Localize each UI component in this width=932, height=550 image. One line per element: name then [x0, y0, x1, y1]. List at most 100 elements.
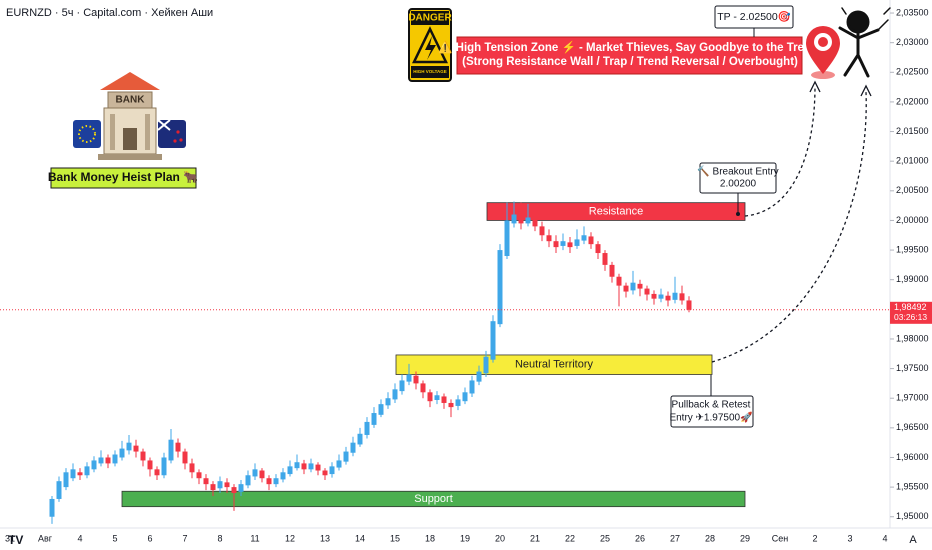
candle-body: [147, 460, 153, 470]
candle-body: [49, 498, 55, 517]
candle-body: [336, 460, 342, 468]
candle-body: [70, 469, 76, 479]
bank-roof: [100, 72, 160, 90]
candle-body: [203, 478, 209, 485]
x-tick-label: 22: [565, 533, 575, 543]
plan-label: Bank Money Heist Plan 🐂: [48, 170, 198, 184]
candle-body: [217, 481, 223, 489]
eu-stars: [78, 125, 96, 143]
candle-body: [343, 451, 349, 462]
bank-illustration: BANK: [73, 72, 186, 160]
x-tick-label: 31: [5, 533, 15, 543]
axes: 2,03500 2,03000 2,02500 2,02000 2,01500 2,010…: [0, 7, 932, 543]
y-tick-label: 1,96500: [896, 422, 929, 432]
candle-body: [511, 214, 517, 224]
candle-body: [448, 402, 454, 408]
candle-body: [427, 392, 433, 402]
tp-label: TP - 2.02500🎯: [717, 10, 791, 23]
x-tick-label: 18: [425, 533, 435, 543]
x-tick-label: Авг: [38, 533, 53, 543]
auto-scale-button[interactable]: A: [909, 534, 917, 546]
x-tick-label: 3: [847, 533, 852, 543]
candle-body: [252, 469, 258, 477]
breakout-line: 2.00200: [720, 179, 757, 190]
x-tick-label: 12: [285, 533, 295, 543]
candle-body: [238, 484, 244, 492]
candle-body: [280, 472, 286, 480]
y-tick-label: 1,97500: [896, 363, 929, 373]
candle-body: [504, 220, 510, 256]
x-tick-label: 13: [320, 533, 330, 543]
candle-body: [63, 472, 69, 488]
arrow-to-target: [711, 91, 867, 363]
x-tick-label: 27: [670, 533, 680, 543]
candle-body: [378, 404, 384, 415]
breakout-dot: [736, 212, 740, 216]
x-tick-label: 21: [530, 533, 540, 543]
arrowhead: [809, 80, 821, 93]
x-tick-label: 19: [460, 533, 470, 543]
candle-body: [616, 276, 622, 286]
candle-body: [483, 356, 489, 374]
candle-body: [175, 442, 181, 452]
candle-body: [259, 470, 265, 479]
zones: Resistance Neutral Territory Support: [121, 202, 746, 508]
candle-body: [210, 484, 216, 491]
y-tick-label: 1,99500: [896, 244, 929, 254]
danger-sign: DANGER HIGH VOLTAGE: [408, 8, 452, 82]
candle-body: [301, 463, 307, 470]
zone: [486, 202, 746, 221]
candle-body: [385, 398, 391, 406]
y-tick-label: 1,98000: [896, 333, 929, 343]
candle-body: [665, 295, 671, 301]
candle-body: [441, 396, 447, 403]
column: [145, 114, 150, 150]
candle-body: [350, 442, 356, 453]
candle-body: [588, 236, 594, 245]
candle-body: [609, 264, 615, 277]
x-tick-label: 29: [740, 533, 750, 543]
bank-door: [123, 128, 137, 150]
candle-body: [490, 321, 496, 360]
candle-body: [567, 242, 573, 248]
candle-body: [245, 475, 251, 486]
candle-body: [119, 448, 125, 458]
banner-box: [456, 36, 803, 75]
danger-label: DANGER: [408, 13, 452, 24]
candle-body: [133, 445, 139, 452]
pullback-box: [670, 395, 754, 428]
zone: [395, 354, 713, 375]
countdown: 03:26:13: [894, 312, 927, 322]
candle-body: [140, 451, 146, 461]
candle-body: [112, 454, 118, 464]
candle-body: [168, 439, 174, 461]
y-tick-label: 2,01000: [896, 156, 929, 166]
banner-line: (Strong Resistance Wall / Trap / Trend R…: [462, 56, 798, 68]
candle-body: [455, 399, 461, 406]
last-price-label: 1,98492: [894, 302, 927, 312]
candle-body: [497, 250, 503, 325]
candle-body: [406, 374, 412, 382]
high-voltage-label: HIGH VOLTAGE: [413, 69, 447, 74]
candle-body: [196, 472, 202, 479]
eu-flag: [73, 120, 101, 148]
bank-label: BANK: [116, 95, 146, 106]
candle-body: [630, 282, 636, 291]
x-tick-label: 4: [882, 533, 887, 543]
arrowhead: [860, 84, 872, 97]
candle-body: [679, 293, 685, 301]
pullback-line: Pullback & Retest: [672, 400, 751, 411]
banner-line: ⚠️ High Tension Zone ⚡ - Market Thieves,…: [438, 40, 822, 54]
candle-body: [84, 466, 90, 476]
candle-body: [518, 215, 524, 224]
x-tick-label: 20: [495, 533, 505, 543]
header: EURNZD · 5ч · Capital.com · Хейкен Аши: [6, 7, 213, 19]
x-tick-label: 15: [390, 533, 400, 543]
candles: [49, 201, 692, 524]
candle-body: [672, 292, 678, 300]
bank-steps: [98, 154, 162, 160]
candle-body: [154, 469, 160, 476]
candle-body: [581, 235, 587, 241]
